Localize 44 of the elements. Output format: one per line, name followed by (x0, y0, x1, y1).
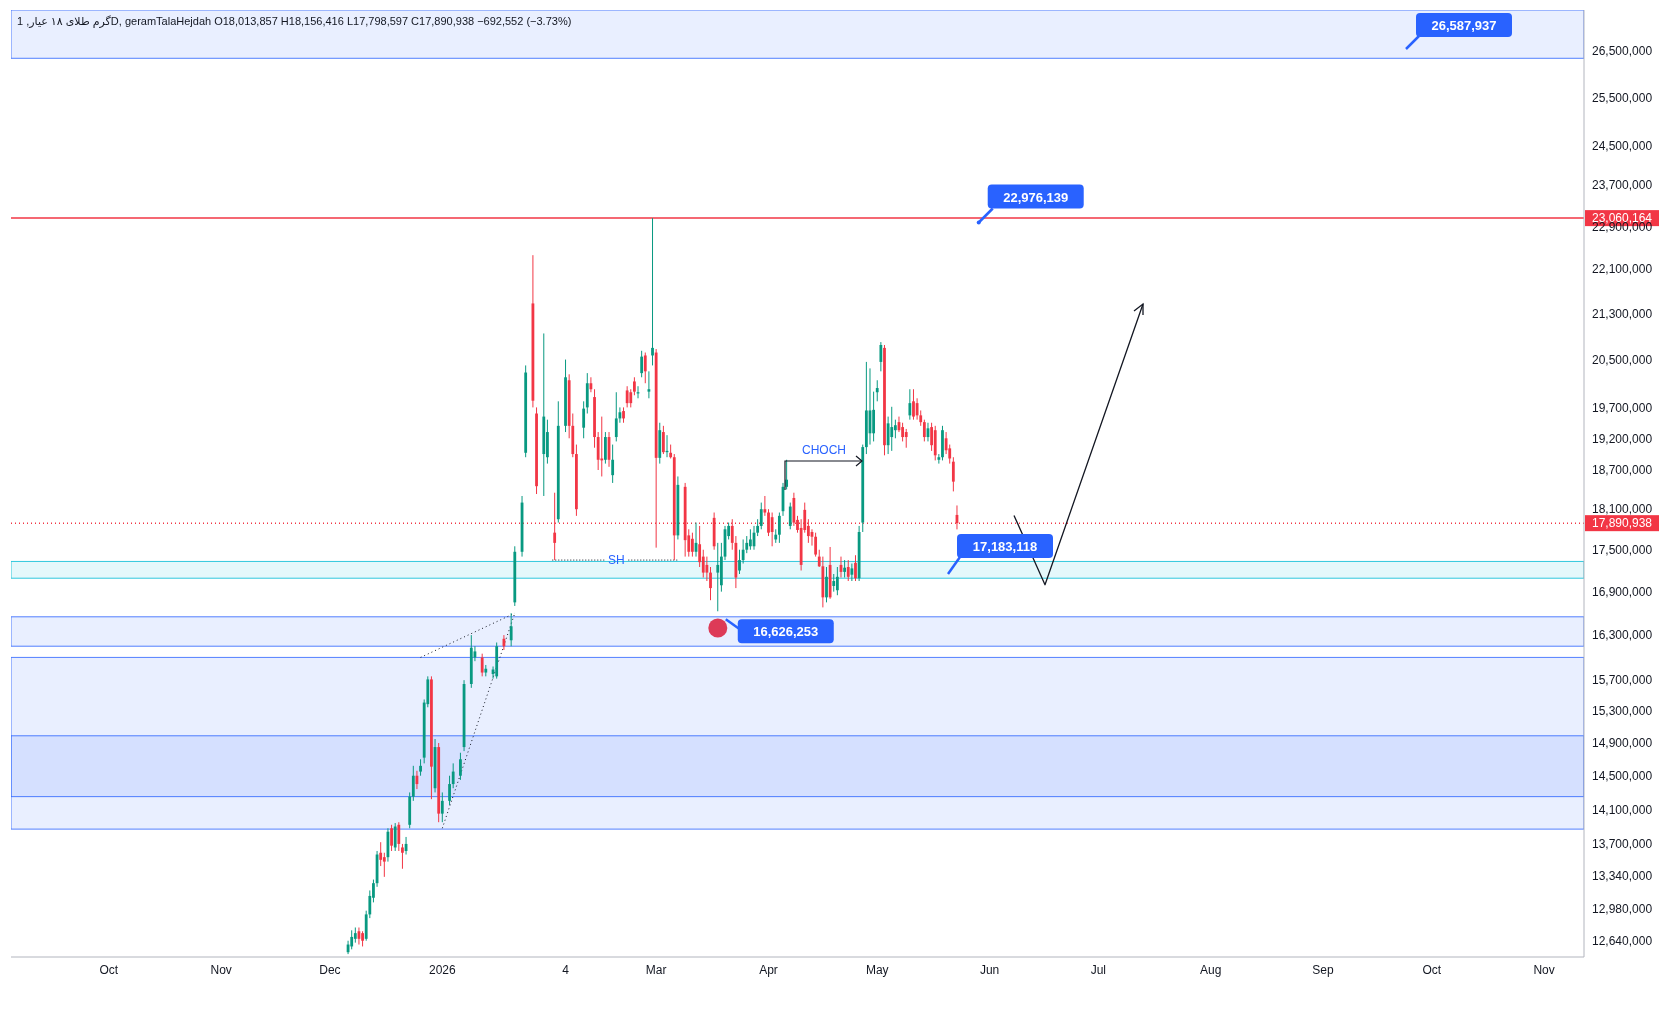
y-tick-label: 19,200,000 (1592, 431, 1653, 446)
y-tick-label: 15,700,000 (1592, 673, 1653, 688)
annotation: CHOCH (802, 443, 846, 457)
annotation: 17,183,118 (972, 539, 1038, 554)
x-tick-label: Nov (1533, 962, 1555, 977)
annotation: گرم طلای ۱۸ عیار, 1D, geramTalaHejdah O18,013,857 H18,156,416 L17,798,597 C17,890,938 −692,552 (−3.73%) (17, 15, 572, 28)
y-tick-label: 20,500,000 (1592, 352, 1653, 367)
x-tick-label: 2026 (428, 962, 456, 977)
annotation: 22,976,139 (1003, 189, 1069, 205)
x-tick-label: 4 (562, 962, 570, 977)
x-tick-label: Sep (1312, 962, 1335, 977)
y-tick-label: 13,700,000 (1592, 837, 1653, 852)
x-tick-label: Mar (645, 962, 667, 977)
y-tick-label: 26,500,000 (1592, 44, 1653, 59)
x-tick-label: Jul (1090, 962, 1106, 977)
y-tick-label: 18,700,000 (1592, 463, 1653, 478)
y-tick-label: 16,300,000 (1592, 628, 1653, 643)
y-tick-label: 14,100,000 (1592, 802, 1653, 817)
x-tick-label: Oct (99, 962, 119, 977)
y-tick-label: 15,300,000 (1592, 704, 1653, 719)
annotation: 16,626,253 (753, 624, 819, 640)
y-tick-label: 17,500,000 (1592, 542, 1653, 557)
x-tick-label: Aug (1200, 962, 1222, 977)
y-tick-label: 23,700,000 (1592, 178, 1653, 193)
y-tick-label: 22,100,000 (1592, 262, 1653, 277)
y-tick-label: 16,900,000 (1592, 584, 1653, 599)
y-tick-label: 12,640,000 (1592, 933, 1653, 948)
y-tick-label: 12,980,000 (1592, 902, 1653, 917)
y-tick-label: 18,100,000 (1592, 502, 1653, 517)
y-tick-label: 14,500,000 (1592, 768, 1653, 783)
x-tick-label: Apr (759, 962, 778, 977)
x-tick-label: Nov (210, 962, 232, 977)
annotation: 26,587,937 (1431, 18, 1497, 33)
y-tick-label: 13,340,000 (1592, 869, 1653, 884)
ref-line-label: 17,890,938 (1591, 516, 1653, 531)
y-tick-label: 21,300,000 (1592, 306, 1653, 321)
y-tick-label: 14,900,000 (1592, 736, 1653, 751)
x-tick-label: Dec (319, 962, 341, 977)
y-tick-label: 19,700,000 (1592, 400, 1653, 415)
y-tick-label: 25,500,000 (1592, 90, 1653, 105)
x-tick-label: Oct (1422, 962, 1442, 977)
x-tick-label: May (865, 962, 889, 977)
y-tick-label: 24,500,000 (1592, 138, 1653, 153)
x-tick-label: Jun (979, 962, 1000, 977)
